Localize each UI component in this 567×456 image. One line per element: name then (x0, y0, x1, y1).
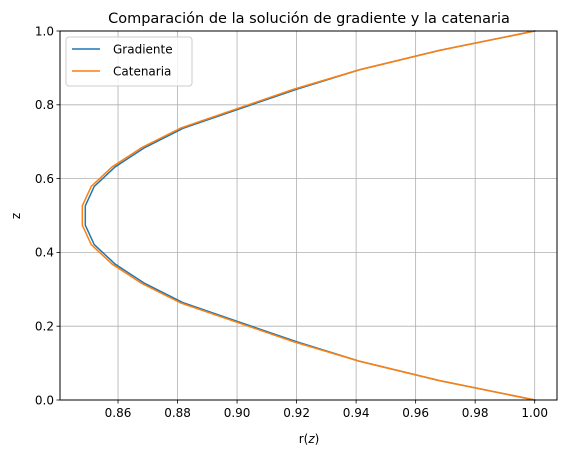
plot-series (81, 30, 536, 401)
series-line-catenaria (81, 30, 536, 401)
series-line-gradiente (84, 30, 536, 401)
legend: Gradiente Catenaria (65, 36, 193, 87)
x-tick-label: 0.94 (343, 406, 370, 420)
x-tick-label: 0.92 (283, 406, 310, 420)
x-tick-label: 0.90 (224, 406, 251, 420)
axis-ticks: 0.86 0.88 0.90 0.92 0.94 0.96 0.98 1.00 0.0 0.2 0.… (35, 24, 548, 420)
x-tick-label: 0.86 (105, 406, 132, 420)
x-axis-label-variable: z (307, 432, 315, 446)
legend-label-catenaria: Catenaria (113, 65, 171, 79)
y-tick-label: 0.4 (35, 246, 54, 260)
y-axis-label: z (9, 213, 23, 219)
y-tick-label: 0.6 (35, 172, 54, 186)
y-tick-label: 0.0 (35, 393, 54, 407)
x-axis-label-prefix: r( (299, 432, 309, 446)
x-tick-label: 0.88 (164, 406, 191, 420)
x-tick-label: 0.96 (402, 406, 429, 420)
chart-title: Comparación de la solución de gradiente … (108, 11, 510, 27)
y-tick-label: 0.8 (35, 98, 54, 112)
axes-frame (59, 30, 558, 401)
x-tick-label: 0.98 (462, 406, 489, 420)
x-tick-label: 1.00 (521, 406, 548, 420)
y-tick-label: 1.0 (35, 24, 54, 38)
legend-label-gradiente: Gradiente (113, 43, 173, 57)
x-axis-label-suffix: ) (315, 432, 320, 446)
y-tick-label: 0.2 (35, 320, 54, 334)
x-axis-label: r(z) (299, 432, 320, 446)
